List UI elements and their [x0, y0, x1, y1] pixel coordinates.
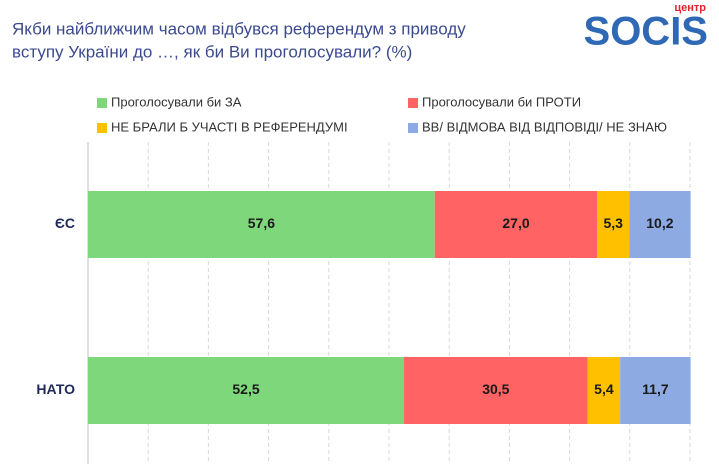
- value-label: 52,5: [232, 381, 259, 397]
- legend-label: Проголосували би ЗА: [111, 94, 242, 109]
- chart-title: вступу України до …, як би Ви проголосув…: [12, 42, 412, 61]
- category-label: ЄС: [55, 215, 75, 231]
- legend-swatch: [97, 98, 107, 108]
- bar-segment: [629, 191, 691, 258]
- logo-small: центр: [674, 2, 706, 14]
- value-label: 5,3: [604, 215, 624, 231]
- legend-swatch: [97, 123, 107, 133]
- legend-label: ВВ/ ВІДМОВА ВІД ВІДПОВІДІ/ НЕ ЗНАЮ: [422, 119, 667, 134]
- legend-label: Проголосували би ПРОТИ: [422, 94, 581, 109]
- bar-segment: [434, 191, 598, 258]
- value-label: 11,7: [642, 381, 669, 397]
- legend-swatch: [408, 123, 418, 133]
- legend-swatch: [408, 98, 418, 108]
- value-label: 27,0: [502, 215, 529, 231]
- bar-segment: [404, 357, 588, 424]
- logo-name: SOCIS: [584, 10, 708, 54]
- bar-segment: [88, 191, 435, 258]
- bar-segment: [88, 357, 405, 424]
- bar-segment: [620, 357, 691, 424]
- legend-label: НЕ БРАЛИ Б УЧАСТІ В РЕФЕРЕНДУМІ: [111, 119, 348, 134]
- value-label: 57,6: [248, 215, 275, 231]
- chart-title: Якби найближчим часом відбувся референду…: [12, 19, 466, 38]
- bar-segment: [597, 191, 630, 258]
- category-label: НАТО: [36, 381, 75, 397]
- value-label: 5,4: [594, 381, 614, 397]
- value-label: 30,5: [482, 381, 509, 397]
- bar-segment: [587, 357, 621, 424]
- value-label: 10,2: [646, 215, 673, 231]
